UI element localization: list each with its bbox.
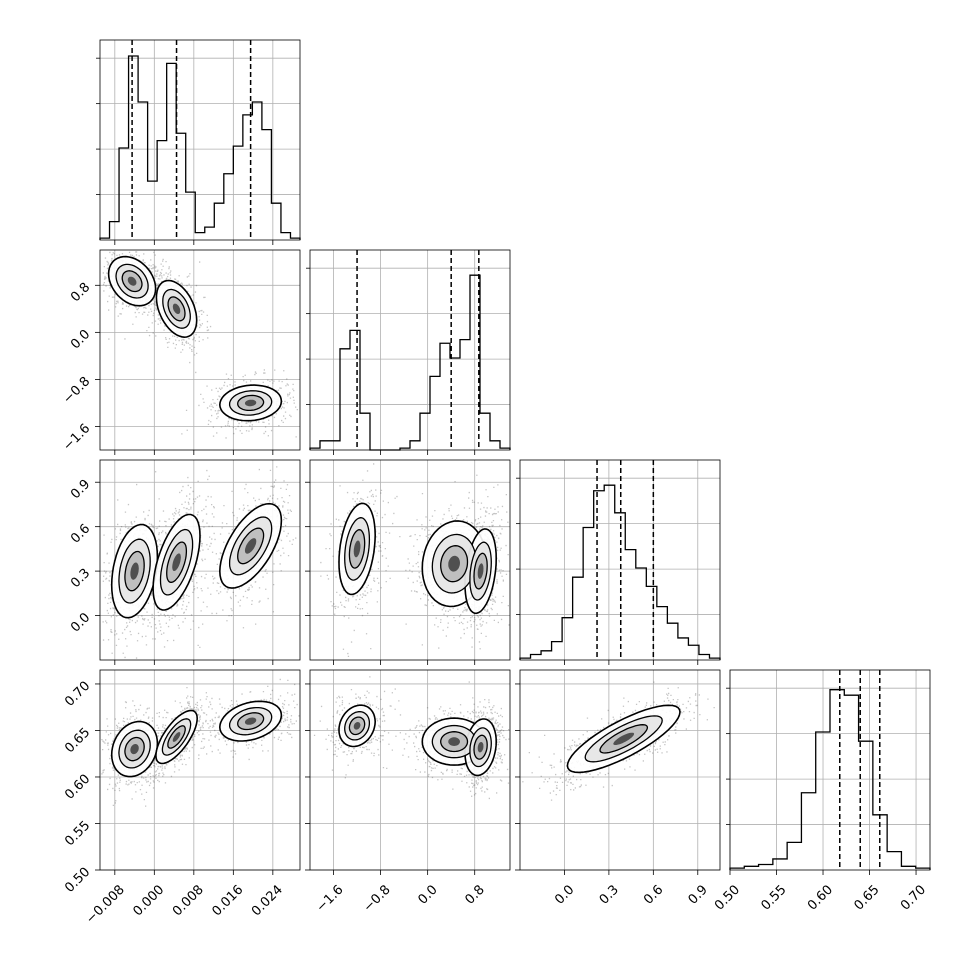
density-contour [127, 276, 137, 286]
density-contour [172, 303, 181, 314]
panel-frame [309, 249, 511, 451]
density-contour [448, 555, 460, 572]
y-tick-label: 0.0 [68, 327, 93, 352]
density-contour [172, 732, 181, 742]
density-contour [244, 717, 257, 725]
x-tick-label: −1.6 [314, 882, 347, 915]
x-tick-label: 0.60 [805, 882, 836, 913]
density-contour [244, 399, 257, 407]
histogram-panel-0 [96, 39, 301, 241]
x-tick-label: 0.024 [249, 882, 286, 919]
axes-labels: −1.6−0.80.00.80.00.30.60.90.500.550.600.… [60, 240, 929, 927]
y-tick-label: 0.65 [62, 725, 93, 756]
scatter-panel-1-3 [309, 669, 511, 871]
x-tick-label: 0.50 [712, 882, 743, 913]
histogram-panel-3 [726, 669, 931, 871]
x-tick-label: 0.9 [686, 882, 711, 907]
density-contour [477, 563, 484, 579]
x-tick-label: 0.55 [758, 882, 789, 913]
y-tick-label: 0.3 [68, 566, 93, 591]
scatter-panel-2-3 [519, 669, 721, 871]
density-contour [130, 744, 139, 755]
y-tick-label: 0.0 [68, 610, 93, 635]
density-contour [613, 732, 635, 745]
y-tick-label: 0.70 [62, 679, 93, 710]
density-contour [477, 742, 484, 753]
histogram-line [729, 689, 931, 870]
x-tick-label: 0.70 [898, 882, 929, 913]
y-tick-label: 0.8 [68, 280, 93, 305]
x-tick-label: 0.0 [552, 882, 577, 907]
density-contour [353, 722, 361, 730]
density-contour [353, 540, 361, 558]
scatter-panel-0-1 [99, 249, 301, 451]
y-tick-label: −1.6 [60, 421, 93, 454]
y-tick-label: 0.55 [62, 818, 93, 849]
scatter-panel-0-3 [99, 669, 301, 871]
density-contour [448, 737, 460, 746]
x-tick-label: −0.008 [83, 882, 128, 927]
x-tick-label: 0.65 [852, 882, 883, 913]
panel-frame [99, 39, 301, 241]
density-contour [172, 553, 181, 571]
panel-frame [99, 669, 301, 871]
panel-frame [309, 459, 511, 661]
x-tick-label: 0.0 [415, 882, 440, 907]
scatter-panel-0-2 [99, 459, 301, 661]
scatter-panel-1-2 [309, 459, 511, 661]
histogram-panel-2 [516, 459, 721, 661]
histogram-line [99, 55, 301, 240]
y-tick-label: −0.8 [60, 374, 93, 407]
x-tick-label: −0.8 [361, 882, 394, 915]
x-tick-label: 0.6 [641, 882, 666, 907]
panel-frame [99, 249, 301, 451]
histogram-line [309, 274, 511, 451]
panel-frame [729, 669, 931, 871]
density-contour [244, 538, 257, 554]
x-tick-label: 0.000 [130, 882, 167, 919]
x-tick-label: 0.008 [170, 882, 207, 919]
panel-frame [519, 669, 721, 871]
y-tick-label: 0.9 [68, 477, 93, 502]
x-tick-label: 0.8 [463, 882, 488, 907]
panel-frame [99, 459, 301, 661]
y-tick-label: 0.50 [62, 865, 93, 896]
density-contour [130, 562, 139, 580]
y-tick-label: 0.60 [62, 772, 93, 803]
panel-frame [309, 669, 511, 871]
histogram-panel-1 [306, 249, 511, 451]
x-tick-label: 0.016 [209, 882, 246, 919]
panel-frame [519, 459, 721, 661]
x-tick-label: 0.3 [597, 882, 622, 907]
y-tick-label: 0.6 [68, 521, 93, 546]
